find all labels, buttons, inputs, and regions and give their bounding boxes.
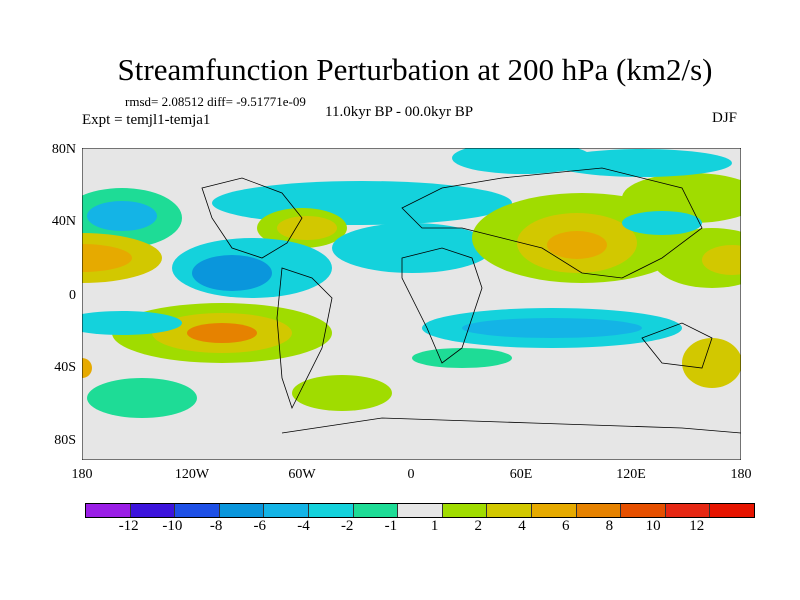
lon-tick: 60E: [509, 467, 533, 482]
lon-tick: 180: [71, 467, 93, 482]
colorbar-swatch: [353, 504, 399, 517]
colorbar-label: 8: [605, 518, 614, 534]
colorbar-swatch: [710, 504, 754, 517]
colorbar-label: 4: [518, 518, 526, 534]
colorbar-label: -8: [209, 518, 223, 534]
lon-tick: 60W: [288, 467, 316, 482]
colorbar-swatch: [621, 504, 666, 517]
colorbar-swatch: [308, 504, 354, 517]
colorbar-swatch: [531, 504, 577, 517]
colorbar-swatch: [665, 504, 711, 517]
lon-tick: 120W: [174, 467, 210, 482]
colorbar-swatch: [398, 504, 443, 517]
contour-fill: [82, 148, 741, 418]
colorbar-swatch: [442, 504, 488, 517]
lat-tick: 40S: [54, 360, 76, 375]
colorbar-swatch: [175, 504, 220, 517]
colorbar-label: -1: [384, 518, 398, 534]
contour-map: [82, 148, 741, 460]
colorbar-label: 1: [430, 518, 439, 534]
colorbar-label: -6: [253, 518, 267, 534]
colorbar-swatch: [576, 504, 622, 517]
lat-tick: 80S: [54, 433, 76, 448]
lon-tick: 180: [730, 467, 752, 482]
season-label: DJF: [712, 110, 738, 126]
lat-tick: 40N: [51, 214, 76, 229]
lon-tick: 120E: [616, 467, 646, 482]
coastlines: [201, 167, 741, 434]
lat-tick: 0: [69, 288, 76, 303]
colorbar-swatch: [219, 504, 265, 517]
colorbar-swatch: [487, 504, 532, 517]
colorbar-swatch: [264, 504, 309, 517]
experiment-label: Expt = temjl1-temja1: [82, 112, 211, 128]
colorbar-swatch: [86, 504, 131, 517]
colorbar-label: -10: [162, 518, 183, 534]
colorbar-label: -4: [297, 518, 310, 534]
colorbar: [85, 503, 755, 518]
lon-tick: 0: [407, 467, 415, 482]
stats-text: rmsd= 2.08512 diff= -9.51771e-09: [125, 94, 306, 109]
colorbar-label: -2: [340, 518, 354, 534]
lat-tick: 80N: [51, 142, 76, 157]
colorbar-label: 10: [645, 518, 661, 534]
colorbar-label: 6: [561, 518, 570, 534]
plot-title: Streamfunction Perturbation at 200 hPa (…: [117, 52, 713, 87]
colorbar-label: 2: [474, 518, 483, 534]
colorbar-swatch: [130, 504, 176, 517]
colorbar-label: 12: [689, 518, 705, 534]
period-label: 11.0kyr BP - 00.0kyr BP: [325, 104, 474, 120]
colorbar-label: -12: [118, 518, 139, 534]
